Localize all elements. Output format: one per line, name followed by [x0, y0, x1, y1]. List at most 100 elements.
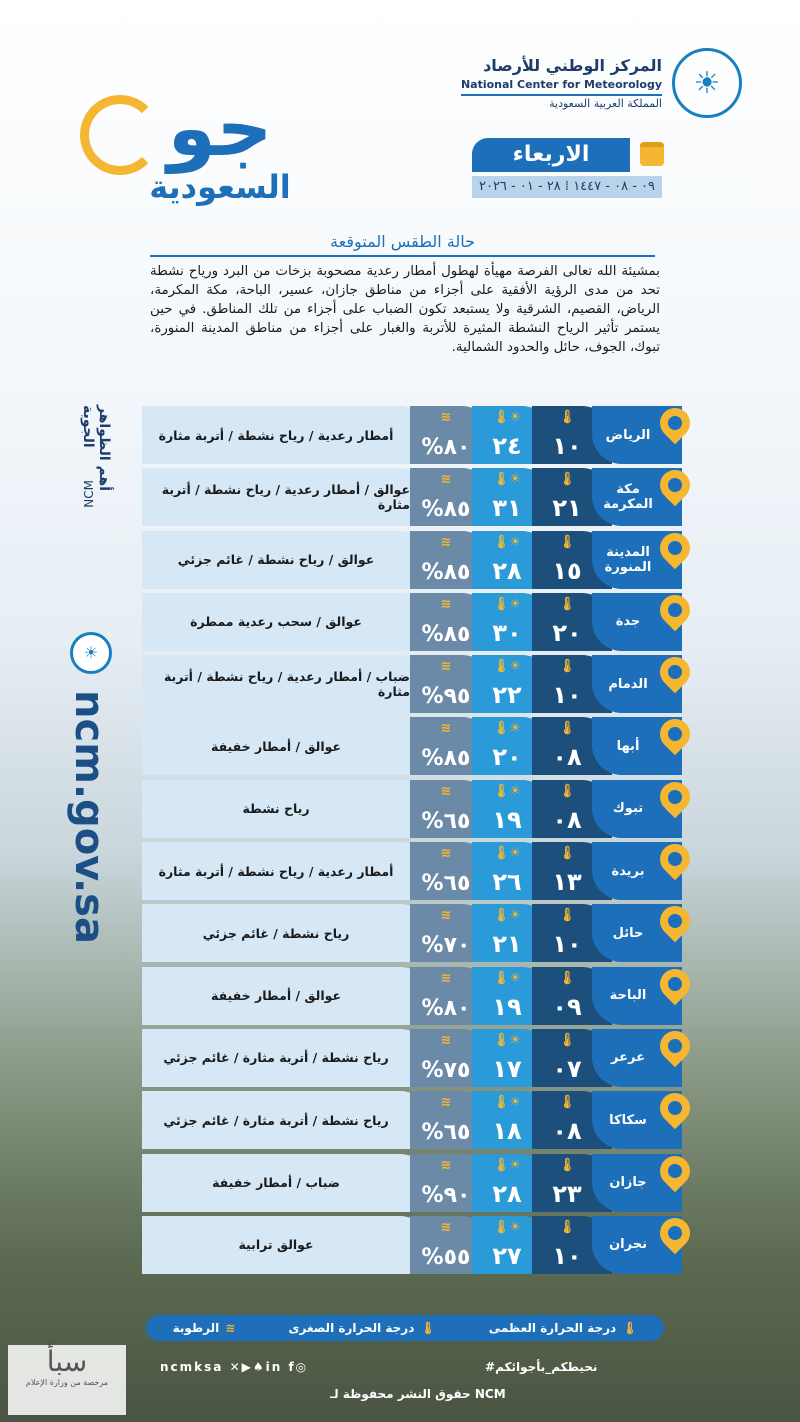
brand-logo: جو السعودية [70, 90, 370, 206]
forecast-description: بمشيئة الله تعالى الفرصة مهيأة لهطول أمط… [150, 264, 660, 355]
max-temp-value: ٢٢ [492, 681, 522, 710]
website-url[interactable]: ncm.gov.sa [66, 690, 112, 944]
city-name: جازان [592, 1149, 697, 1212]
city-name-text: حائل [612, 925, 644, 941]
city-name-text: تبوك [612, 801, 644, 817]
watermark-note: مرخصة من وزارة الإعلام [25, 1378, 109, 1387]
max-temp-icon: ☀🌡 [492, 659, 522, 675]
location-pin-icon [653, 713, 697, 756]
min-temp-icon: 🌡 [558, 846, 576, 862]
city-row: نجران 🌡 ١٠ ☀🌡 ٢٧ ≋ ٥٥% عوالق ترابية [142, 1211, 697, 1274]
min-temp-icon: 🌡 [558, 596, 576, 612]
city-row: تبوك 🌡 ٠٨ ☀🌡 ١٩ ≋ ٦٥% رياح نشطة [142, 775, 697, 838]
phenomena: عوالق / رياح نشطة / غائم جزئي [142, 530, 430, 589]
max-temp-value: ٢١ [492, 930, 522, 959]
min-temp-icon: 🌡 [558, 1032, 576, 1048]
city-row: مكة المكرمة 🌡 ٢١ ☀🌡 ٣١ ≋ ٨٥% عوالق / أمطار … [142, 464, 697, 527]
max-temp-icon: ☀🌡 [492, 721, 522, 737]
city-name: جدة [592, 588, 697, 651]
phenomena: ضباب / أمطار خفيفة [142, 1153, 430, 1212]
city-row: عرعر 🌡 ٠٧ ☀🌡 ١٧ ≋ ٧٥% رياح نشطة / أتربة مثا… [142, 1024, 697, 1087]
humidity-icon: ≋ [440, 596, 452, 612]
city-name-text: بريدة [611, 863, 645, 879]
phenomena: عوالق ترابية [142, 1215, 430, 1274]
city-row: الدمام 🌡 ١٠ ☀🌡 ٢٢ ≋ ٩٥% ضباب / أمطار رعدية … [142, 650, 697, 714]
ncm-logo: ☀ [672, 48, 742, 118]
min-temp-icon: 🌡 [558, 534, 576, 550]
sun-logo-mark [80, 95, 160, 175]
city-forecast-list: الرياض 🌡 ١٠ ☀🌡 ٢٤ ≋ ٨٠% أمطار رعدية / رياح … [142, 401, 697, 1278]
humidity: ≋ ٨٥% [410, 717, 492, 776]
max-temp-value: ١٩ [492, 992, 522, 1021]
watermark-name: سبأ [46, 1345, 88, 1378]
city-name-text: مكة المكرمة [603, 482, 653, 513]
social-handle[interactable]: ncmksa ✕▶♠in f◎ [160, 1360, 308, 1374]
phenomena: أمطار رعدية / رياح نشطة / أتربة مثارة [142, 842, 430, 901]
side-title: أهم الظواهر الجوية [80, 405, 112, 492]
legend-min: 🌡 درجة الحرارة الصغرى [289, 1321, 436, 1335]
location-pin-icon [653, 1087, 697, 1130]
humidity-value: ٧٥% [421, 1057, 471, 1083]
phenomena: رياح نشطة / غائم جزئي [142, 904, 430, 963]
min-temp-icon: 🌡 [558, 1157, 576, 1173]
min-temp-icon: 🌡 [558, 721, 576, 737]
calendar-icon [640, 142, 664, 166]
city-name: نجران [592, 1211, 697, 1274]
legend-max: 🌡 درجة الحرارة العظمى [489, 1321, 638, 1335]
humidity-icon: ≋ [440, 846, 452, 862]
city-name: الباحة [592, 962, 697, 1025]
legend-max-label: درجة الحرارة العظمى [488, 1321, 617, 1335]
max-temp-icon: ☀🌡 [492, 1095, 522, 1111]
city-row: بريدة 🌡 ١٣ ☀🌡 ٢٦ ≋ ٦٥% أمطار رعدية / رياح ن… [142, 837, 697, 901]
city-name: المدينة المنورة [592, 526, 697, 589]
min-temp-icon: 🌡 [420, 1321, 436, 1335]
city-row: جدة 🌡 ٢٠ ☀🌡 ٣٠ ≋ ٨٥% عوالق / سحب رعدية ممطر… [142, 588, 697, 651]
country-name: المملكة العربية السعودية [549, 97, 662, 110]
legend-min-label: درجة الحرارة الصغرى [288, 1321, 415, 1335]
min-temp-value: ٠٨ [552, 805, 582, 834]
date-label: ٠٩ - ٠٨ - ١٤٤٧ ⁞ ٢٨ - ٠١ - ٢٠٢٦ [472, 176, 662, 198]
city-name-text: المدينة المنورة [604, 544, 652, 575]
humidity-value: ٨٠% [421, 995, 471, 1021]
org-name-ar: المركز الوطني للأرصاد [483, 56, 662, 75]
city-name: عرعر [592, 1024, 697, 1087]
city-name-text: جدة [615, 614, 641, 630]
humidity-icon: ≋ [440, 970, 452, 986]
location-pin-icon [653, 900, 697, 943]
legend: 🌡 درجة الحرارة العظمى 🌡 درجة الحرارة الصغر… [146, 1315, 664, 1341]
hashtag: #نحيطكم_بأجوائكم [485, 1360, 598, 1374]
location-pin-icon [653, 1149, 697, 1192]
humidity-value: ٦٥% [421, 1120, 471, 1146]
city-name: سكاكا [592, 1087, 697, 1150]
day-label: الاربعاء [472, 138, 630, 172]
humidity-icon: ≋ [440, 1219, 452, 1235]
min-temp-icon: 🌡 [558, 908, 576, 924]
watermark-logo: سبأ مرخصة من وزارة الإعلام [8, 1345, 126, 1415]
max-temp-value: ١٩ [492, 805, 522, 834]
side-ncm: NCM [82, 480, 96, 508]
humidity-value: ٨٥% [421, 559, 471, 585]
location-pin-icon [653, 837, 697, 881]
min-temp-value: ١٠ [552, 1241, 582, 1270]
max-temp-value: ٢٠ [492, 743, 522, 772]
phenomena: عوالق / أمطار خفيفة [142, 717, 430, 776]
city-name-text: عرعر [611, 1050, 645, 1066]
city-row: حائل 🌡 ١٠ ☀🌡 ٢١ ≋ ٧٠% رياح نشطة / غائم جزئي [142, 900, 697, 963]
max-temp-icon: ☀🌡 [492, 410, 522, 425]
location-pin-icon [653, 650, 697, 694]
city-name-text: جازان [609, 1175, 647, 1191]
city-name: بريدة [592, 837, 697, 901]
max-temp-value: ١٨ [492, 1117, 522, 1146]
humidity-value: ٨٥% [421, 621, 471, 647]
min-temp-icon: 🌡 [558, 1095, 576, 1111]
max-temp-icon: ☀🌡 [492, 908, 522, 924]
min-temp-icon: 🌡 [558, 472, 576, 488]
min-temp-value: ١٥ [552, 556, 582, 585]
location-pin-icon [653, 588, 697, 632]
humidity-icon: ≋ [440, 721, 452, 737]
social-icons: ✕▶♠in f◎ [229, 1360, 309, 1374]
humidity-icon: ≋ [440, 1157, 452, 1173]
humidity-value: ٩٠% [421, 1182, 471, 1208]
city-name: الرياض [592, 401, 697, 464]
city-name: تبوك [592, 775, 697, 838]
